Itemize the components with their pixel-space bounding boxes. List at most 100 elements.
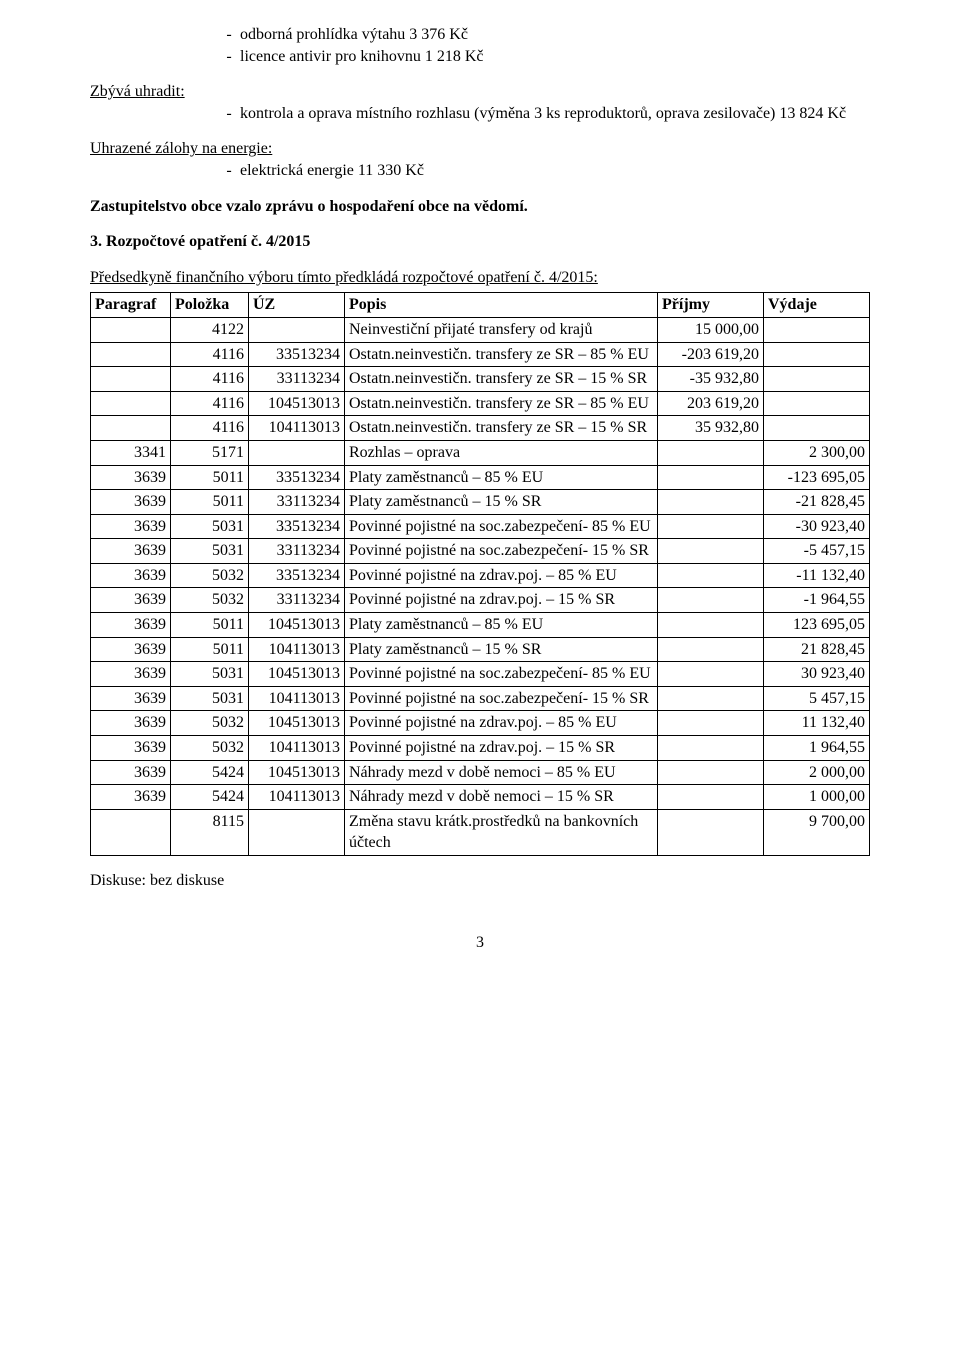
uhrazene-label: Uhrazené zálohy na energie: — [90, 138, 870, 160]
cell-c5: 203 619,20 — [658, 391, 764, 416]
table-header-row: Paragraf Položka ÚZ Popis Příjmy Výdaje — [91, 293, 870, 318]
cell-c6: 2 300,00 — [764, 440, 870, 465]
cell-c2: 5171 — [171, 440, 249, 465]
cell-c4: Povinné pojistné na zdrav.poj. – 15 % SR — [345, 588, 658, 613]
cell-c4: Ostatn.neinvestičn. transfery ze SR – 15… — [345, 416, 658, 441]
cell-c2: 5424 — [171, 785, 249, 810]
cell-c5 — [658, 686, 764, 711]
cell-c3: 33513234 — [249, 514, 345, 539]
cell-c4: Povinné pojistné na zdrav.poj. – 85 % EU — [345, 711, 658, 736]
cell-c1 — [91, 391, 171, 416]
cell-c3: 104513013 — [249, 613, 345, 638]
zbyva-section: Zbývá uhradit: - kontrola a oprava místn… — [90, 81, 870, 124]
table-row: 3639501133513234Platy zaměstnanců – 85 %… — [91, 465, 870, 490]
col-polozka: Položka — [171, 293, 249, 318]
col-paragraf: Paragraf — [91, 293, 171, 318]
table-row: 3639503133113234Povinné pojistné na soc.… — [91, 539, 870, 564]
cell-c6: -1 964,55 — [764, 588, 870, 613]
cell-c3 — [249, 317, 345, 342]
cell-c1 — [91, 342, 171, 367]
cell-c3: 104113013 — [249, 416, 345, 441]
cell-c5 — [658, 613, 764, 638]
cell-c1: 3639 — [91, 490, 171, 515]
cell-c6: -123 695,05 — [764, 465, 870, 490]
table-row: 411633113234Ostatn.neinvestičn. transfer… — [91, 367, 870, 392]
cell-c1 — [91, 809, 171, 855]
table-row: 36395032104513013Povinné pojistné na zdr… — [91, 711, 870, 736]
cell-c5 — [658, 514, 764, 539]
cell-c4: Ostatn.neinvestičn. transfery ze SR – 85… — [345, 391, 658, 416]
cell-c3: 33113234 — [249, 367, 345, 392]
cell-c2: 5031 — [171, 662, 249, 687]
cell-c1: 3639 — [91, 514, 171, 539]
predsedkyne-line: Předsedkyně finančního výboru tímto před… — [90, 267, 870, 289]
cell-c3: 104113013 — [249, 686, 345, 711]
cell-c5 — [658, 662, 764, 687]
cell-c6: -11 132,40 — [764, 563, 870, 588]
cell-c2: 5031 — [171, 539, 249, 564]
cell-c6 — [764, 342, 870, 367]
budget-table: Paragraf Položka ÚZ Popis Příjmy Výdaje … — [90, 292, 870, 856]
cell-c1: 3639 — [91, 465, 171, 490]
cell-c3: 33113234 — [249, 539, 345, 564]
cell-c1: 3639 — [91, 760, 171, 785]
page: - odborná prohlídka výtahu 3 376 Kč - li… — [0, 0, 960, 1365]
cell-c4: Povinné pojistné na soc.zabezpečení- 85 … — [345, 662, 658, 687]
cell-c2: 5032 — [171, 736, 249, 761]
table-row: 8115Změna stavu krátk.prostředků na bank… — [91, 809, 870, 855]
cell-c3: 33113234 — [249, 588, 345, 613]
cell-c4: Platy zaměstnanců – 85 % EU — [345, 613, 658, 638]
cell-c2: 4122 — [171, 317, 249, 342]
discussion-line: Diskuse: bez diskuse — [90, 870, 870, 892]
table-row: 36395011104513013Platy zaměstnanců – 85 … — [91, 613, 870, 638]
cell-c2: 4116 — [171, 416, 249, 441]
cell-c1: 3341 — [91, 440, 171, 465]
cell-c2: 4116 — [171, 342, 249, 367]
bullet-item: - licence antivir pro knihovnu 1 218 Kč — [218, 46, 870, 68]
dash-icon: - — [218, 24, 240, 46]
cell-c4: Ostatn.neinvestičn. transfery ze SR – 15… — [345, 367, 658, 392]
cell-c2: 5424 — [171, 760, 249, 785]
cell-c6: 1 964,55 — [764, 736, 870, 761]
cell-c1 — [91, 367, 171, 392]
col-popis: Popis — [345, 293, 658, 318]
cell-c3: 104113013 — [249, 785, 345, 810]
cell-c3: 33513234 — [249, 342, 345, 367]
cell-c5 — [658, 465, 764, 490]
cell-c3 — [249, 809, 345, 855]
cell-c2: 5032 — [171, 563, 249, 588]
cell-c4: Povinné pojistné na zdrav.poj. – 85 % EU — [345, 563, 658, 588]
cell-c5: 35 932,80 — [658, 416, 764, 441]
cell-c6: -5 457,15 — [764, 539, 870, 564]
cell-c2: 5011 — [171, 490, 249, 515]
cell-c1: 3639 — [91, 785, 171, 810]
page-number: 3 — [90, 932, 870, 954]
cell-c6 — [764, 391, 870, 416]
table-row: 36395032104113013Povinné pojistné na zdr… — [91, 736, 870, 761]
cell-c5 — [658, 760, 764, 785]
cell-c1: 3639 — [91, 662, 171, 687]
cell-c6: 5 457,15 — [764, 686, 870, 711]
cell-c4: Povinné pojistné na zdrav.poj. – 15 % SR — [345, 736, 658, 761]
cell-c5 — [658, 785, 764, 810]
table-row: 411633513234Ostatn.neinvestičn. transfer… — [91, 342, 870, 367]
table-row: 3639503133513234Povinné pojistné na soc.… — [91, 514, 870, 539]
cell-c3: 33513234 — [249, 465, 345, 490]
table-row: 3639503233113234Povinné pojistné na zdra… — [91, 588, 870, 613]
cell-c4: Neinvestiční přijaté transfery od krajů — [345, 317, 658, 342]
bullet-text: licence antivir pro knihovnu 1 218 Kč — [240, 46, 484, 68]
intro-bullets: - odborná prohlídka výtahu 3 376 Kč - li… — [218, 24, 870, 67]
zastup-line: Zastupitelstvo obce vzalo zprávu o hospo… — [90, 196, 870, 218]
cell-c2: 5011 — [171, 637, 249, 662]
cell-c5 — [658, 563, 764, 588]
cell-c4: Platy zaměstnanců – 15 % SR — [345, 637, 658, 662]
cell-c4: Rozhlas – oprava — [345, 440, 658, 465]
table-row: 36395424104113013Náhrady mezd v době nem… — [91, 785, 870, 810]
cell-c3: 104513013 — [249, 662, 345, 687]
cell-c6: 30 923,40 — [764, 662, 870, 687]
cell-c3: 104113013 — [249, 736, 345, 761]
table-row: 3639503233513234Povinné pojistné na zdra… — [91, 563, 870, 588]
cell-c6: -30 923,40 — [764, 514, 870, 539]
cell-c1 — [91, 317, 171, 342]
cell-c5 — [658, 588, 764, 613]
